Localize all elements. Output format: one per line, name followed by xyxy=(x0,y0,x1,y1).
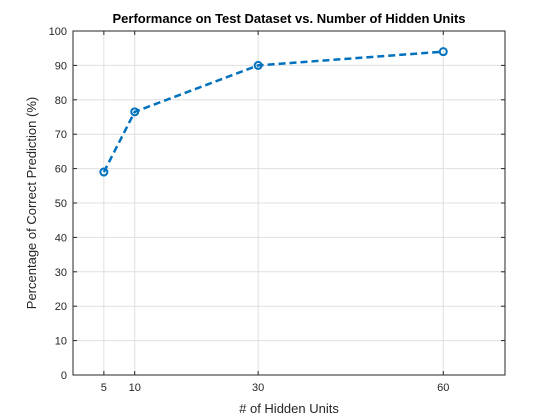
y-tick-label: 30 xyxy=(55,267,67,279)
chart-title: Performance on Test Dataset vs. Number o… xyxy=(113,11,466,26)
y-tick-label: 60 xyxy=(55,164,67,176)
y-tick-label: 0 xyxy=(61,370,67,382)
y-tick-label: 20 xyxy=(55,301,67,313)
y-tick-label: 50 xyxy=(55,198,67,210)
y-axis-label: Percentage of Correct Prediction (%) xyxy=(24,97,39,309)
y-tick-label: 10 xyxy=(55,336,67,348)
x-tick-label: 60 xyxy=(437,382,449,394)
y-tick-label: 80 xyxy=(55,95,67,107)
x-tick-label: 30 xyxy=(252,382,264,394)
y-tick-label: 70 xyxy=(55,129,67,141)
y-tick-label: 40 xyxy=(55,232,67,244)
grid-lines xyxy=(73,31,505,375)
x-tick-label: 10 xyxy=(129,382,141,394)
x-axis-label: # of Hidden Units xyxy=(239,401,339,416)
y-tick-label: 90 xyxy=(55,60,67,72)
x-tick-label: 5 xyxy=(101,382,107,394)
y-tick-label: 100 xyxy=(49,26,67,38)
